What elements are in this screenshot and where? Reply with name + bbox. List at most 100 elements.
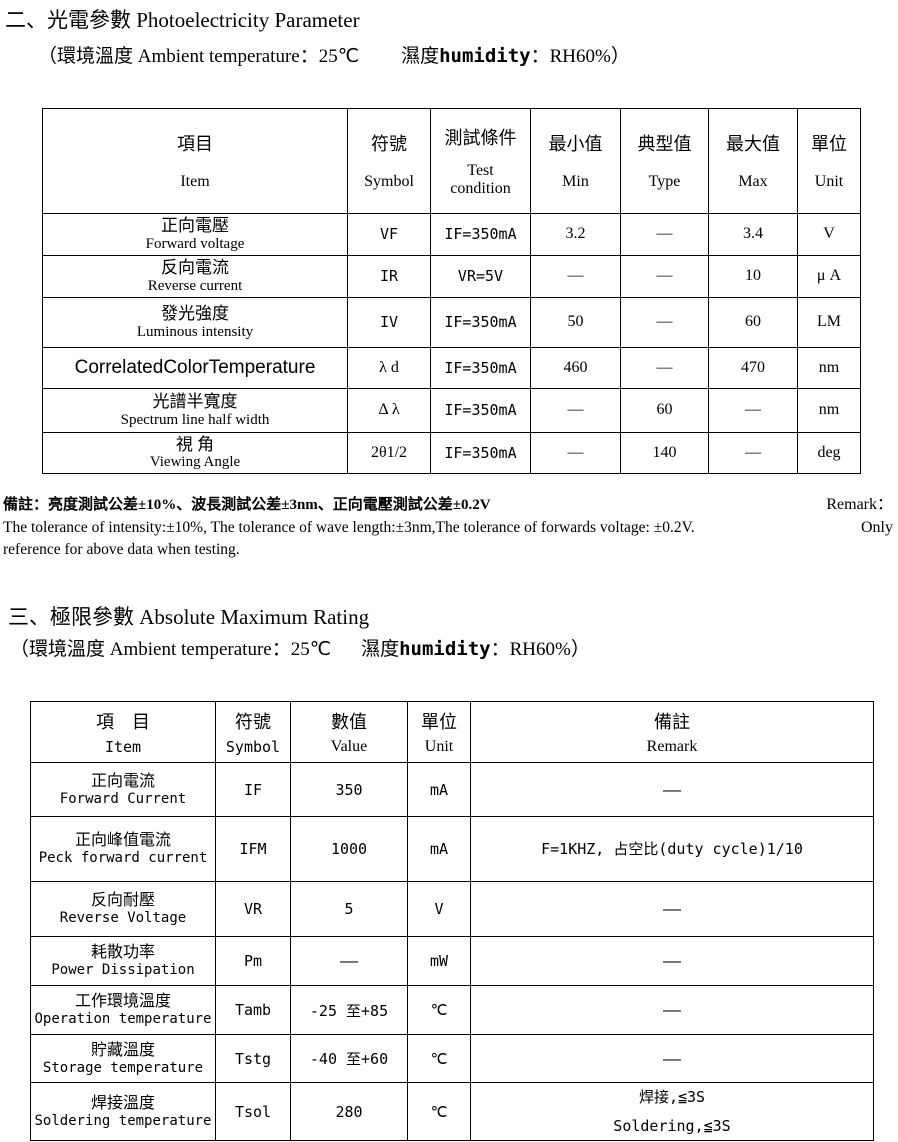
- item-cell: CorrelatedColorTemperature: [42, 346, 348, 389]
- unit-cell: mW: [407, 936, 471, 987]
- header-remark-en: Remark: [646, 738, 698, 756]
- header-min: 最小值 Min: [530, 107, 621, 214]
- condition-cell: VR=5V: [430, 254, 531, 298]
- table2-row-soldering-temperature: 焊接溫度 Soldering temperature Tsol 280 ℃ 焊接,…: [30, 1082, 874, 1142]
- unit-cell: V: [407, 881, 471, 938]
- symbol-cell: VF: [347, 212, 431, 256]
- remark-line3-en: reference for above data when testing.: [3, 541, 240, 559]
- min-cell: —: [530, 387, 621, 433]
- item-en: Reverse current: [147, 277, 243, 294]
- header-min-cn: 最小值: [548, 134, 603, 155]
- value-cell: 1000: [290, 816, 408, 883]
- item-cn: 反向耐壓: [90, 892, 155, 910]
- item-cn: 光譜半寬度: [152, 392, 238, 412]
- header-symbol-en: Symbol: [225, 738, 281, 757]
- item-cn: 反向電流: [161, 258, 229, 278]
- symbol-cell: λ d: [347, 346, 431, 389]
- subtitle-humidity-label: 濕度: [401, 46, 440, 68]
- table2-header-row: 項 目 Item 符號 Symbol 數值 Value 單位 Unit 備註 Remark: [30, 701, 874, 764]
- header-type-cn: 典型值: [637, 134, 692, 155]
- header-max-en: Max: [738, 173, 768, 191]
- item-cell: 貯藏溫度 Storage temperature: [30, 1034, 216, 1084]
- table1-row-viewing-angle: 視 角 Viewing Angle 2θ1/2 IF=350mA — 140 — …: [42, 431, 861, 474]
- condition-cell: IF=350mA: [430, 212, 531, 256]
- header-min-en: Min: [562, 173, 589, 191]
- header-unit: 單位 Unit: [407, 701, 471, 764]
- item-cn: 耗散功率: [90, 944, 155, 962]
- item-en: Operation temperature: [34, 1011, 212, 1028]
- subtitle-ambient: （環境溫度 Ambient temperature：25℃: [10, 638, 332, 660]
- max-cell: —: [708, 431, 798, 474]
- header-unit-en: Unit: [424, 738, 454, 756]
- item-cn: 工作環境溫度: [74, 993, 171, 1011]
- table2-row-storage-temperature: 貯藏溫度 Storage temperature Tstg -40 至+60 ℃ …: [30, 1034, 874, 1084]
- item-en: Peck forward current: [38, 850, 208, 867]
- item-en: Reverse Voltage: [59, 910, 187, 927]
- remark-only: Only: [861, 518, 893, 536]
- item-cell: 正向電壓 Forward voltage: [42, 212, 348, 256]
- table2-row-power-dissipation: 耗散功率 Power Dissipation Pm —— mW ——: [30, 936, 874, 987]
- table2-row-forward-current: 正向電流 Forward Current IF 350 mA ——: [30, 762, 874, 818]
- symbol-cell: IF: [215, 762, 291, 818]
- remark-cell: 焊接,≦3S Soldering,≦3S: [470, 1082, 874, 1142]
- header-unit-en: Unit: [814, 173, 844, 191]
- item-cell: 發光強度 Luminous intensity: [42, 296, 348, 348]
- item-cn: 正向電壓: [161, 216, 229, 236]
- symbol-cell: IFM: [215, 816, 291, 883]
- header-unit-cn: 單位: [421, 712, 457, 733]
- table1-row-luminous-intensity: 發光強度 Luminous intensity IV IF=350mA 50 — …: [42, 296, 861, 348]
- item-cn: 正向峰值電流: [74, 832, 171, 850]
- condition-cell: IF=350mA: [430, 346, 531, 389]
- subtitle-humidity-word: humidity: [399, 637, 491, 660]
- section3-subtitle: （環境溫度 Ambient temperature：25℃ 濕度humidity：…: [10, 636, 898, 664]
- header-item-en: Item: [180, 173, 210, 191]
- value-cell: ——: [290, 936, 408, 987]
- item-cell: 工作環境溫度 Operation temperature: [30, 985, 216, 1036]
- symbol-cell: Δ λ: [347, 387, 431, 433]
- symbol-cell: Tsol: [215, 1082, 291, 1142]
- remark-cell: ——: [470, 1034, 874, 1084]
- type-cell: —: [620, 346, 709, 389]
- header-max: 最大值 Max: [708, 107, 798, 214]
- header-test-condition-en: Test condition: [450, 161, 511, 197]
- header-value-cn: 數值: [331, 712, 367, 733]
- remark-line2-en: The tolerance of intensity:±10%, The tol…: [3, 518, 695, 536]
- item-cell: 光譜半寬度 Spectrum line half width: [42, 387, 348, 433]
- item-cell: 正向電流 Forward Current: [30, 762, 216, 818]
- item-en: Forward voltage: [145, 235, 245, 252]
- condition-cell: IF=350mA: [430, 387, 531, 433]
- max-cell: 3.4: [708, 212, 798, 256]
- item-en: Spectrum line half width: [120, 411, 270, 428]
- item-cn: 正向電流: [90, 772, 155, 790]
- min-cell: —: [530, 431, 621, 474]
- type-cell: —: [620, 212, 709, 256]
- type-cell: —: [620, 254, 709, 298]
- type-cell: 140: [620, 431, 709, 474]
- subtitle-humidity-label: 濕度: [361, 638, 400, 660]
- min-cell: 50: [530, 296, 621, 348]
- header-item-en: Item: [104, 738, 142, 757]
- header-unit: 單位 Unit: [797, 107, 861, 214]
- item-cell: 耗散功率 Power Dissipation: [30, 936, 216, 987]
- condition-cell: IF=350mA: [430, 431, 531, 474]
- absolute-maximum-rating-table: 項 目 Item 符號 Symbol 數值 Value 單位 Unit 備註 Remark…: [30, 701, 874, 1142]
- header-value: 數值 Value: [290, 701, 408, 764]
- table2-row-peak-forward-current: 正向峰值電流 Peck forward current IFM 1000 mA F…: [30, 816, 874, 883]
- section2-title: 二、光電參數 Photoelectricity Parameter: [5, 8, 360, 32]
- type-cell: 60: [620, 387, 709, 433]
- min-cell: 460: [530, 346, 621, 389]
- symbol-cell: VR: [215, 881, 291, 938]
- min-cell: —: [530, 254, 621, 298]
- remark-cell: ——: [470, 985, 874, 1036]
- unit-cell: mA: [407, 762, 471, 818]
- item-en: Storage temperature: [42, 1059, 204, 1076]
- value-cell: -25 至+85: [290, 985, 408, 1036]
- remark-cell: ——: [470, 881, 874, 938]
- header-item-cn: 項目: [177, 134, 213, 155]
- remark-cell: ——: [470, 936, 874, 987]
- header-symbol-en: Symbol: [364, 173, 414, 191]
- unit-cell: LM: [797, 296, 861, 348]
- value-cell: 280: [290, 1082, 408, 1142]
- item-cell: 焊接溫度 Soldering temperature: [30, 1082, 216, 1142]
- header-item-cn: 項 目: [96, 712, 150, 733]
